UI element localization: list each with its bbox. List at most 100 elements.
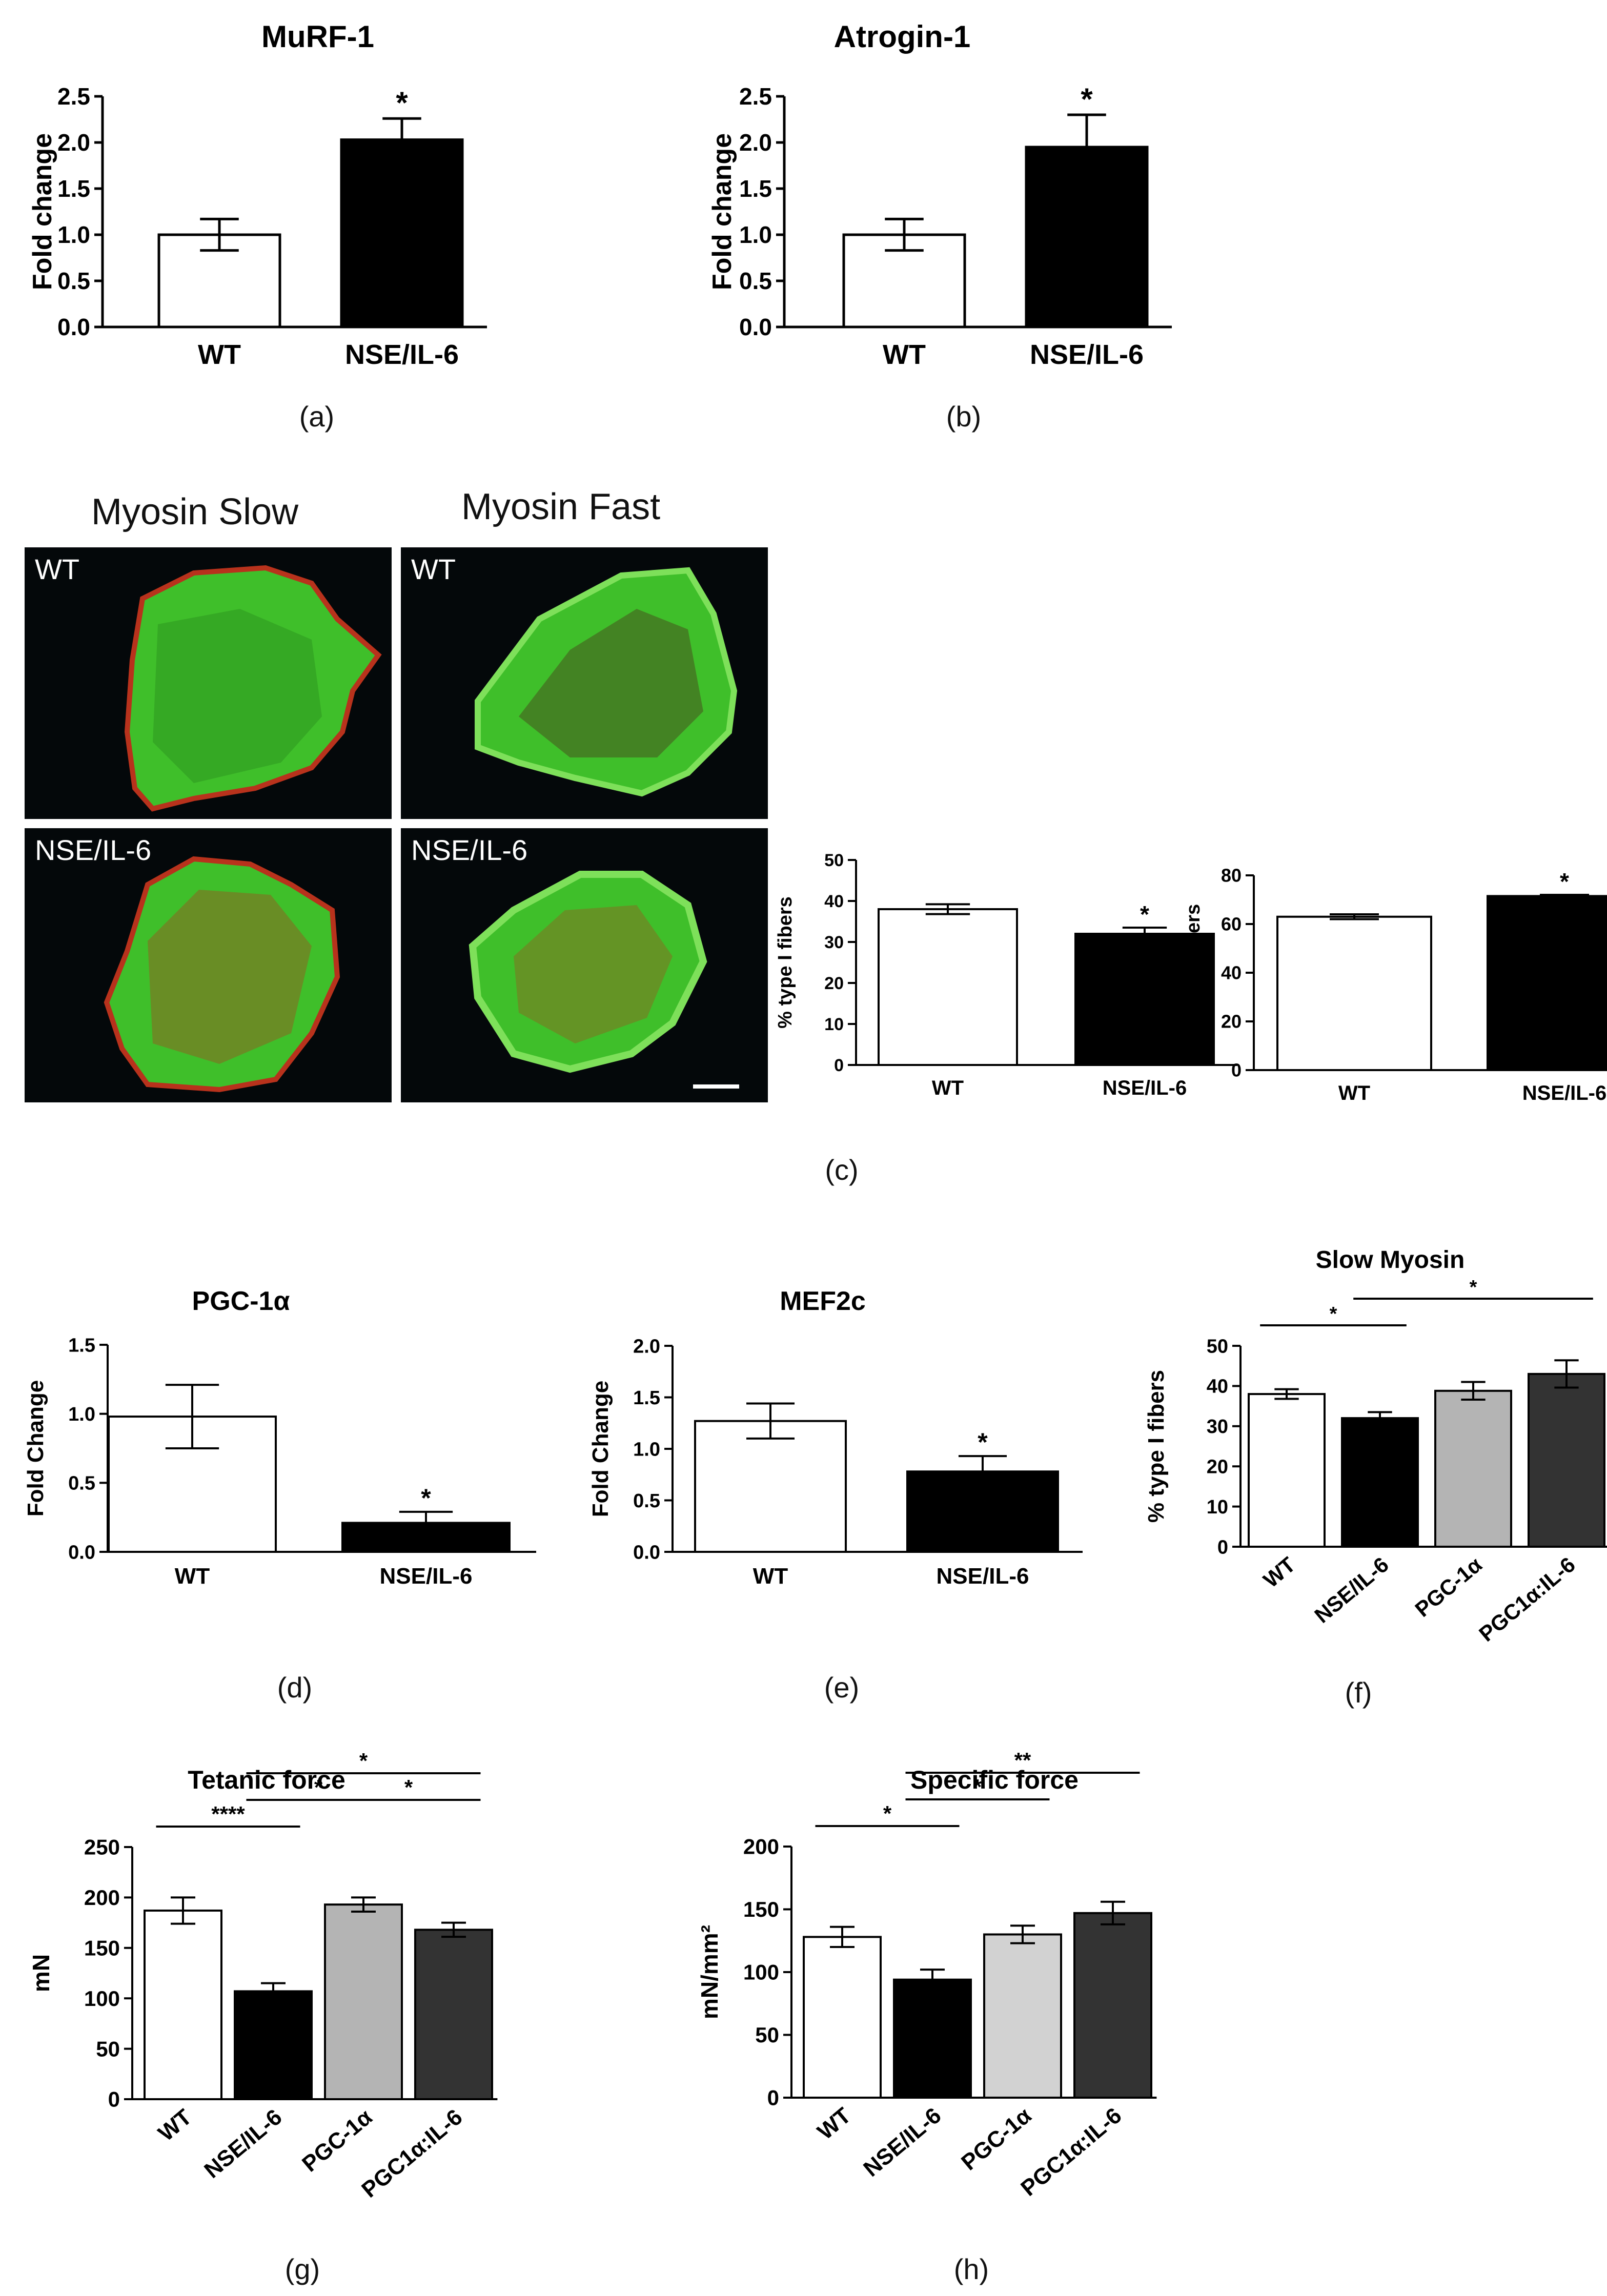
x-tick-label: NSE/IL-6 — [859, 2103, 946, 2182]
y-tick-label: 50 — [1207, 1336, 1228, 1357]
y-tick-label: 50 — [96, 2037, 120, 2061]
y-axis-label: Fold change — [28, 133, 57, 290]
tissue-section-image — [475, 567, 738, 797]
y-tick-label: 1.5 — [739, 175, 772, 202]
chart-title: Specific force — [910, 1766, 1079, 1794]
y-tick-label: 40 — [1221, 962, 1242, 983]
y-axis-label: % type I fibers — [1144, 1370, 1169, 1523]
y-tick-label: 1.0 — [68, 1404, 95, 1425]
bar — [1341, 1417, 1419, 1548]
significance-marker: * — [978, 1428, 988, 1457]
x-tick-label: NSE/IL-6 — [380, 1564, 473, 1589]
caption-b: (b) — [946, 400, 982, 433]
x-tick-label: WT — [175, 1564, 210, 1589]
caption-g: (g) — [284, 2253, 320, 2285]
y-tick-label: 0 — [1217, 1536, 1228, 1558]
significance-marker: **** — [211, 1802, 245, 1826]
y-tick-label: 0 — [834, 1056, 844, 1075]
y-tick-label: 200 — [743, 1835, 779, 1859]
micrograph-label: NSE/IL-6 — [35, 834, 152, 866]
x-tick-label: WT — [932, 1077, 964, 1099]
x-tick-label: WT — [813, 2103, 856, 2145]
x-tick-label: WT — [753, 1564, 788, 1589]
bar — [694, 1420, 847, 1553]
x-tick-label: PGC1α:IL-6 — [1474, 1552, 1580, 1646]
bar — [144, 1909, 222, 2100]
bar — [1487, 895, 1607, 1071]
myosin-fast-title: Myosin Fast — [461, 486, 661, 527]
y-tick-label: 60 — [1221, 914, 1242, 935]
significance-marker: * — [314, 1775, 323, 1799]
y-tick-label: 0.0 — [57, 314, 90, 340]
y-tick-label: 0.5 — [633, 1490, 660, 1512]
caption-c: (c) — [825, 1154, 859, 1186]
caption-h: (h) — [953, 2253, 989, 2285]
tissue-section-image — [124, 565, 382, 812]
y-axis-label: Fold change — [707, 133, 737, 290]
pgc1a-chart: PGC-1α Fold Change 0.0 0.5 1.0 1.5 WT NSE/IL-6 * — [23, 1286, 536, 1589]
y-tick-label: 0.0 — [68, 1542, 95, 1563]
significance-marker: ** — [1014, 1748, 1031, 1772]
x-tick-label: PGC-1α — [957, 2103, 1036, 2175]
x-tick-label: NSE/IL-6 — [1103, 1077, 1187, 1099]
y-tick-label: 30 — [824, 933, 844, 952]
x-tick-label: PGC-1α — [1410, 1552, 1486, 1622]
y-tick-label: 20 — [824, 974, 844, 993]
myosin-slow-title: Myosin Slow — [91, 491, 299, 532]
x-tick-label: NSE/IL-6 — [1522, 1082, 1606, 1104]
bar — [803, 1936, 882, 2099]
chart-title: Tetanic force — [188, 1766, 345, 1794]
scale-bar — [693, 1084, 739, 1089]
bar — [324, 1903, 403, 2100]
y-axis-label: Fold Change — [23, 1380, 48, 1516]
significance-marker: * — [973, 1775, 982, 1799]
caption-d: (d) — [277, 1671, 313, 1704]
y-tick-label: 2.0 — [633, 1336, 660, 1357]
chart-title: MuRF-1 — [261, 19, 374, 54]
significance-marker: * — [1560, 868, 1569, 895]
y-tick-label: 0.5 — [57, 268, 90, 294]
y-axis-label: % type II fibers — [1183, 904, 1204, 1041]
y-tick-label: 0.5 — [739, 268, 772, 294]
y-axis-label: Fold Change — [588, 1381, 613, 1517]
significance-marker: * — [1330, 1303, 1337, 1325]
y-tick-label: 20 — [1207, 1457, 1228, 1478]
x-tick-label: WT — [1338, 1082, 1370, 1104]
y-tick-label: 1.0 — [57, 221, 90, 248]
x-tick-label: WT — [883, 339, 926, 370]
micrograph-wt-fast: WT — [401, 547, 768, 819]
significance-marker: * — [396, 86, 408, 120]
tissue-section-image — [469, 871, 707, 1073]
y-tick-label: 2.5 — [739, 83, 772, 110]
bar — [878, 908, 1018, 1066]
y-tick-label: 80 — [1221, 865, 1242, 886]
x-tick-label: NSE/IL-6 — [937, 1564, 1029, 1589]
significance-marker: * — [1140, 901, 1149, 928]
y-tick-label: 50 — [824, 851, 844, 870]
y-tick-label: 20 — [1221, 1011, 1242, 1032]
y-tick-label: 0 — [1231, 1060, 1242, 1081]
bar — [1528, 1372, 1605, 1548]
y-tick-label: 50 — [755, 2023, 779, 2047]
y-tick-label: 10 — [824, 1015, 844, 1034]
y-tick-label: 100 — [743, 1960, 779, 1984]
type1-fibers-chart: % type I fibers 0 10 20 30 40 50 WT NSE/IL-6 * — [775, 851, 1237, 1099]
significance-marker: * — [1081, 82, 1093, 116]
significance-marker: * — [883, 1801, 892, 1826]
x-tick-label: WT — [1259, 1552, 1300, 1592]
y-axis-label: mN/mm² — [696, 1925, 723, 2019]
bar — [414, 1929, 493, 2100]
y-tick-label: 1.5 — [57, 175, 90, 202]
x-tick-label: PGC1α:IL-6 — [357, 2104, 467, 2203]
specific-force-chart: Specific force mN/mm² 0 50 100 150 200 WT NSE/IL… — [696, 1748, 1157, 2201]
chart-title: Atrogin-1 — [834, 19, 971, 54]
chart-title: Slow Myosin — [1316, 1246, 1465, 1274]
y-tick-label: 0.0 — [633, 1542, 660, 1563]
y-tick-label: 2.5 — [57, 83, 90, 110]
y-tick-label: 40 — [824, 892, 844, 911]
y-axis-label: mN — [28, 1954, 54, 1992]
y-tick-label: 10 — [1207, 1496, 1228, 1518]
bar — [893, 1978, 972, 2099]
